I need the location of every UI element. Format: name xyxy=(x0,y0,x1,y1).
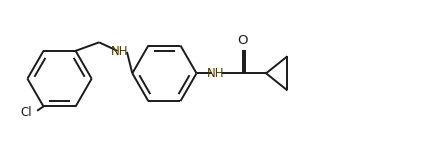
Text: NH: NH xyxy=(207,67,225,80)
Text: O: O xyxy=(237,34,248,47)
Text: Cl: Cl xyxy=(20,106,32,119)
Text: NH: NH xyxy=(111,45,128,58)
